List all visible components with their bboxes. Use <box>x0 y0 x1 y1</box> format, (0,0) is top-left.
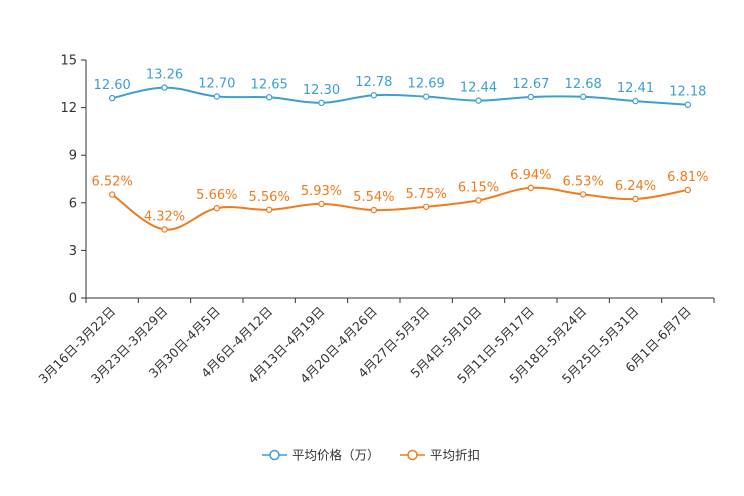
data-label: 5.54% <box>353 190 394 205</box>
data-label: 5.56% <box>249 190 290 205</box>
data-label: 4.32% <box>144 209 185 224</box>
data-point <box>161 84 168 91</box>
y-tick-label: 12 <box>60 101 77 116</box>
legend-label: 平均价格（万） <box>292 448 380 463</box>
data-point <box>265 206 273 213</box>
data-point <box>579 191 587 198</box>
data-point <box>527 184 535 192</box>
data-point <box>632 97 639 105</box>
data-point <box>318 200 325 208</box>
data-label: 12.67 <box>512 77 549 92</box>
data-point <box>370 92 378 99</box>
data-label: 12.65 <box>251 77 288 92</box>
data-point <box>213 93 221 100</box>
data-point <box>108 94 116 102</box>
data-label: 6.81% <box>667 170 708 185</box>
y-tick-label: 15 <box>60 54 77 69</box>
data-label: 6.52% <box>92 175 133 190</box>
data-point <box>684 101 692 108</box>
data-point <box>475 197 482 204</box>
data-label: 6.24% <box>615 179 656 194</box>
legend-marker-icon <box>269 449 280 461</box>
data-point <box>108 191 116 198</box>
data-point <box>684 186 692 194</box>
chart-series: 12.60 13.26 12.70 12.65 12.30 12.78 12.69 12.44… <box>92 68 708 233</box>
legend-marker-icon <box>407 449 418 461</box>
y-tick-label: 6 <box>69 196 77 211</box>
data-label: 5.93% <box>301 184 342 199</box>
chart-axes: 036912153月16日-3月22日3月23日-3月29日3月30日-4月5日… <box>35 54 715 386</box>
data-label: 12.78 <box>355 75 392 90</box>
chart-legend[interactable]: 平均价格（万） 平均折扣 <box>262 448 480 463</box>
data-label: 5.66% <box>196 188 237 203</box>
data-label: 12.69 <box>408 77 445 92</box>
legend-item-0[interactable]: 平均价格（万） <box>262 448 380 463</box>
data-point <box>370 206 378 214</box>
data-label: 6.53% <box>563 174 604 189</box>
y-tick-label: 3 <box>69 244 77 259</box>
data-label: 12.41 <box>617 81 654 96</box>
data-point <box>422 203 430 210</box>
y-tick-label: 9 <box>69 149 77 164</box>
data-point <box>422 93 430 100</box>
data-point <box>579 93 587 101</box>
data-point <box>632 195 639 203</box>
data-point <box>265 94 273 101</box>
data-label: 12.70 <box>198 76 235 91</box>
series-line-0 <box>111 86 688 106</box>
data-label: 6.15% <box>458 180 499 195</box>
y-tick-label: 0 <box>69 292 77 307</box>
data-label: 12.18 <box>669 85 706 100</box>
legend-label: 平均折扣 <box>430 448 480 463</box>
data-label: 12.60 <box>94 78 131 93</box>
data-point <box>161 226 168 233</box>
legend-item-1[interactable]: 平均折扣 <box>400 448 480 463</box>
data-label: 6.94% <box>510 168 551 183</box>
data-label: 13.26 <box>146 68 183 83</box>
data-label: 12.30 <box>303 83 340 98</box>
data-label: 12.44 <box>460 81 497 96</box>
data-point <box>475 97 482 104</box>
data-label: 5.75% <box>406 187 447 202</box>
data-point <box>318 99 325 107</box>
data-label: 12.68 <box>565 77 602 92</box>
series-line-1 <box>111 186 689 231</box>
data-point <box>213 204 221 212</box>
data-point <box>527 93 535 101</box>
